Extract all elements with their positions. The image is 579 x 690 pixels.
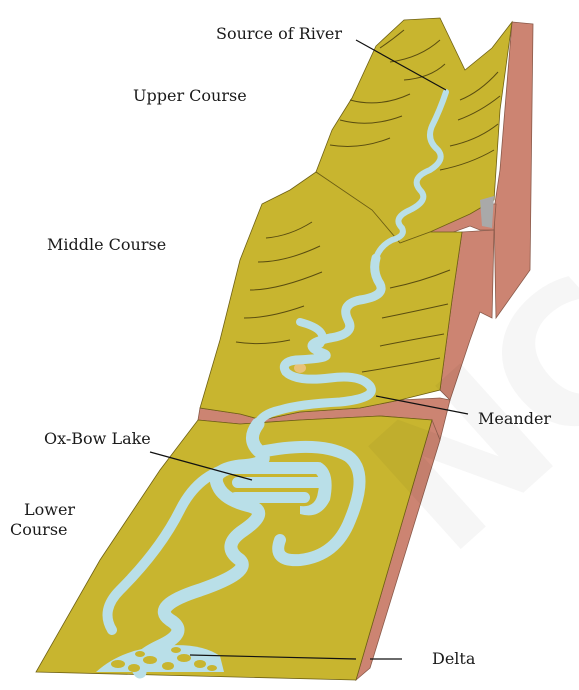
delta-islands bbox=[111, 647, 217, 672]
ox-bow-band-1 bbox=[224, 462, 324, 474]
delta bbox=[96, 645, 224, 672]
label-lower-course-line1: Lower bbox=[24, 500, 76, 519]
label-ox-bow-lake: Ox-Bow Lake bbox=[44, 429, 151, 448]
ox-bow-band-2 bbox=[232, 477, 326, 488]
leader-delta bbox=[189, 654, 357, 660]
contour-lines bbox=[235, 29, 501, 373]
leader-oxbow bbox=[149, 451, 253, 481]
river-lower-branch bbox=[102, 461, 245, 635]
label-lower-course-line2: Course bbox=[10, 520, 68, 539]
river-lower-loop bbox=[254, 440, 366, 567]
leader-meander bbox=[375, 395, 469, 415]
delta-fan bbox=[96, 645, 224, 672]
label-delta: Delta bbox=[432, 649, 476, 668]
ox-bow-lake bbox=[224, 462, 332, 516]
river-meander-loop bbox=[296, 318, 327, 348]
river-middle bbox=[253, 253, 386, 429]
ox-bow-band-3 bbox=[230, 492, 310, 503]
leader-source bbox=[355, 39, 447, 91]
label-meander: Meander bbox=[478, 409, 552, 428]
leader-lines bbox=[149, 39, 469, 660]
label-upper-course: Upper Course bbox=[133, 86, 247, 105]
upper-rock-patch bbox=[480, 196, 494, 228]
label-source-of-river: Source of River bbox=[216, 24, 343, 43]
sand-bar bbox=[294, 363, 306, 373]
river-upper bbox=[373, 89, 449, 261]
ox-bow-curve bbox=[300, 462, 332, 516]
middle-land-surface bbox=[199, 171, 463, 421]
upper-cliff-face bbox=[493, 21, 534, 320]
label-middle-course: Middle Course bbox=[47, 235, 167, 254]
